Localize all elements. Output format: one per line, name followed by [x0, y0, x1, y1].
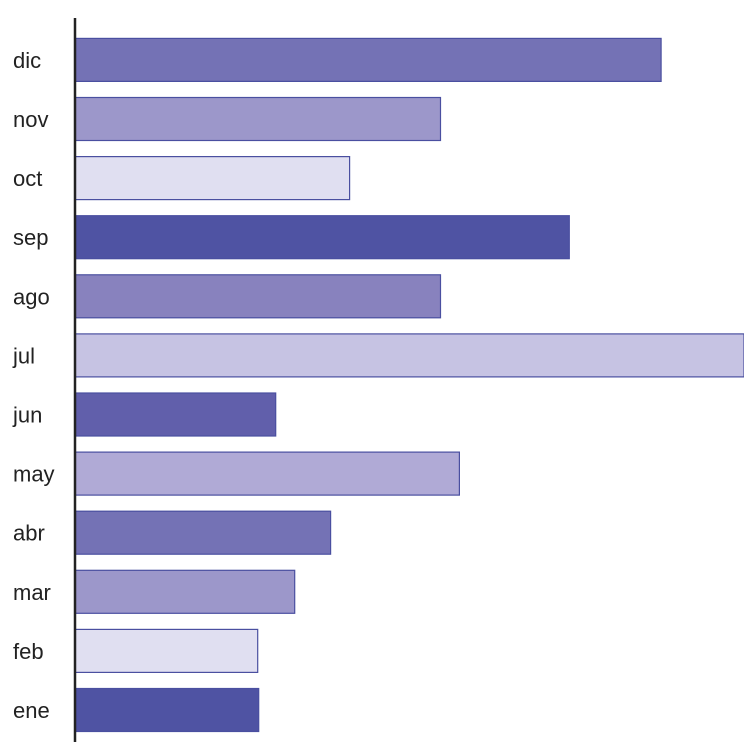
bar-dic [74, 37, 662, 83]
bar-abr [74, 510, 332, 555]
tick-label-oct: oct [13, 166, 42, 191]
tick-label-jul: jul [12, 343, 35, 368]
tick-label-may: may [13, 462, 55, 487]
bar-feb [74, 628, 259, 674]
bar-mar [74, 569, 296, 614]
bar-nov [74, 96, 442, 142]
tick-label-ene: ene [13, 698, 50, 723]
bars-group [74, 37, 744, 733]
tick-label-mar: mar [13, 580, 51, 605]
tick-label-jun: jun [12, 403, 42, 428]
bar-may [74, 451, 460, 496]
tick-label-feb: feb [13, 639, 44, 664]
bar-oct [74, 156, 351, 201]
tick-label-dic: dic [13, 48, 41, 73]
tick-label-sep: sep [13, 225, 48, 250]
tick-label-ago: ago [13, 284, 50, 309]
bar-sep [74, 215, 570, 260]
tick-label-abr: abr [13, 521, 45, 546]
bar-ago [74, 274, 442, 319]
tick-labels-group: ene feb mar abr may jun jul ago sep oct nov dic [12, 48, 55, 723]
bar-ene [74, 687, 260, 733]
bar-jul [74, 333, 744, 378]
tick-label-nov: nov [13, 107, 48, 132]
bar-jun [74, 392, 277, 437]
